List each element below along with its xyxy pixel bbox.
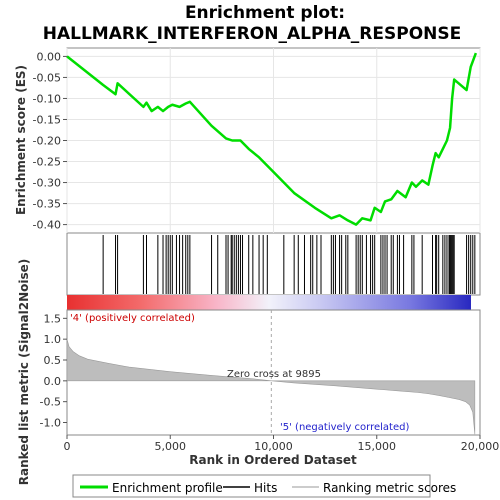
negative-correlation-label: '5' (negatively correlated) <box>280 422 409 433</box>
metric-y-ticks: 1.5 1.0 0.5 0.0 -0.5 -1.0 <box>40 312 67 430</box>
es-tick-label: -0.20 <box>33 135 61 148</box>
ranking-metric-area <box>66 339 476 435</box>
positive-correlation-label: '4' (positively correlated) <box>70 313 195 324</box>
metric-tick-label: 1.5 <box>44 312 62 325</box>
es-tick-label: -0.25 <box>33 156 61 169</box>
x-tick-label: 0 <box>64 440 71 453</box>
metric-tick-label: 1.0 <box>44 333 62 346</box>
metric-y-axis-title: Ranked list metric (Signal2Noise) <box>17 259 31 486</box>
enrichment-profile-series <box>66 52 478 226</box>
x-tick-label: 5,000 <box>155 440 187 453</box>
legend: Enrichment profile Hits Ranking metric s… <box>72 474 456 498</box>
metric-tick-label: 0.5 <box>44 354 62 367</box>
legend-label-hits: Hits <box>254 481 277 495</box>
ranking-metric-fill <box>66 339 476 435</box>
legend-label-ranking: Ranking metric scores <box>323 481 456 495</box>
es-tick-label: -0.30 <box>33 177 61 190</box>
zero-cross-label: Zero cross at 9895 <box>227 369 321 380</box>
metric-tick-label: -1.0 <box>40 417 61 430</box>
x-ticks: 0 5,000 10,000 15,000 20,000 <box>64 435 500 453</box>
es-tick-label: -0.05 <box>33 71 61 84</box>
x-tick-label: 20,000 <box>461 440 500 453</box>
es-tick-label: -0.10 <box>33 92 61 105</box>
x-tick-label: 15,000 <box>358 440 397 453</box>
hit-markers <box>102 235 476 294</box>
es-tick-label: -0.35 <box>33 198 61 211</box>
es-gridlines <box>66 48 481 233</box>
chart-title-line1: Enrichment plot: <box>185 3 345 23</box>
es-tick-label: 0.00 <box>37 50 62 63</box>
enrichment-profile-line <box>66 52 478 226</box>
x-tick-label: 10,000 <box>254 440 293 453</box>
es-tick-label: -0.40 <box>33 219 61 232</box>
es-tick-label: -0.15 <box>33 113 61 126</box>
rank-color-bar <box>67 295 471 310</box>
metric-tick-label: 0.0 <box>44 375 62 388</box>
es-y-axis-title: Enrichment score (ES) <box>14 65 28 215</box>
legend-label-enrichment: Enrichment profile <box>112 481 223 495</box>
es-y-ticks: 0.00 -0.05 -0.10 -0.15 -0.20 -0.25 -0.30 -0.35 -… <box>33 50 67 232</box>
x-axis-title: Rank in Ordered Dataset <box>189 453 357 467</box>
chart-title-line2: HALLMARK_INTERFERON_ALPHA_RESPONSE <box>43 24 462 44</box>
hits-panel <box>66 232 481 296</box>
metric-tick-label: -0.5 <box>40 396 61 409</box>
